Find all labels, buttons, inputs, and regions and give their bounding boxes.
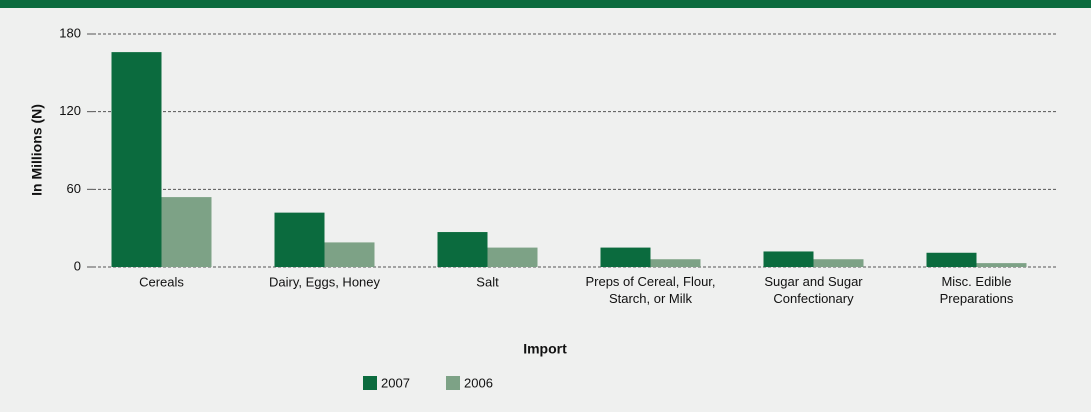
bar — [487, 247, 538, 267]
x-tick-label: Preps of Cereal, Flour, Starch, or Milk — [585, 274, 715, 306]
bar — [274, 212, 325, 267]
bar — [111, 52, 162, 267]
bar — [324, 242, 375, 267]
y-tick-label: 0 — [74, 258, 81, 273]
x-axis-label: Import — [523, 341, 567, 357]
bar — [763, 251, 814, 267]
legend-label: 2007 — [381, 375, 410, 390]
x-tick-label: Sugar and Sugar Confectionary — [764, 274, 863, 306]
y-tick-label: 180 — [59, 25, 81, 40]
bar — [976, 263, 1027, 267]
bar — [650, 259, 701, 267]
legend-label: 2006 — [464, 375, 493, 390]
y-tick-label: 60 — [67, 181, 81, 196]
bar — [926, 252, 977, 267]
top-band — [0, 0, 1091, 8]
bar — [813, 259, 864, 267]
y-axis-label: In Millions (N) — [29, 104, 45, 196]
bar — [600, 247, 651, 267]
y-tick-label: 120 — [59, 103, 81, 118]
x-tick-label: Dairy, Eggs, Honey — [269, 274, 381, 289]
bar — [437, 232, 488, 267]
legend-swatch — [363, 376, 377, 390]
legend-swatch — [446, 376, 460, 390]
x-tick-label: Misc. Edible Preparations — [940, 274, 1014, 306]
bar — [161, 197, 212, 267]
x-tick-label: Salt — [476, 274, 499, 289]
x-tick-label: Cereals — [139, 274, 184, 289]
